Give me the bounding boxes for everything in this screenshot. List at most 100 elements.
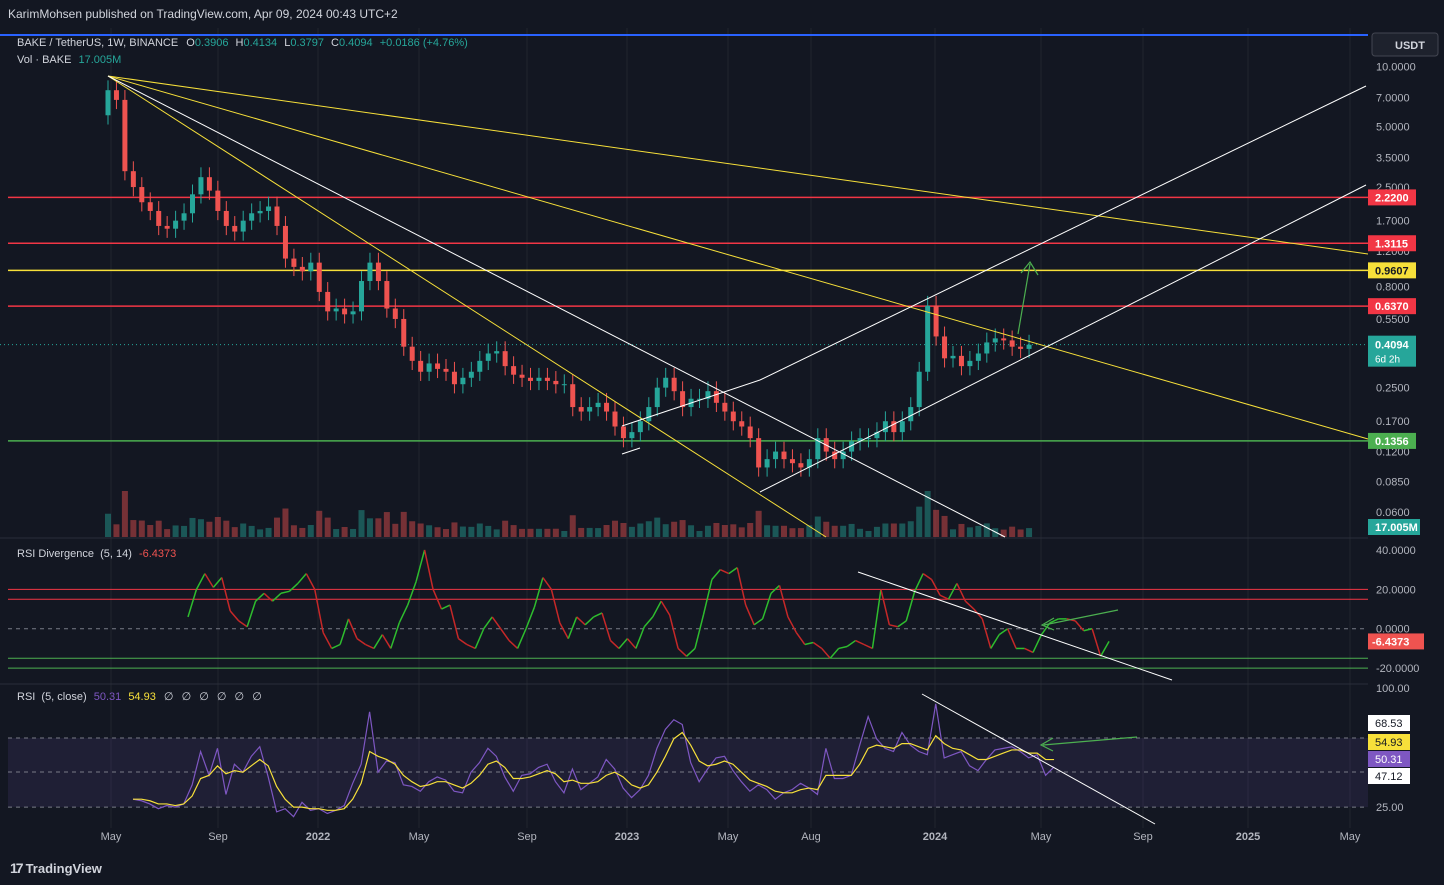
volume-bar <box>662 524 669 537</box>
volume-bar <box>366 518 373 537</box>
div-segment <box>288 582 299 592</box>
currency-button[interactable]: USDT <box>1371 32 1439 57</box>
volume-bar <box>781 525 787 537</box>
chart-canvas[interactable]: 10.00007.00005.00003.50002.50001.70001.2… <box>0 28 1444 855</box>
tradingview-brand: TradingView <box>25 860 102 876</box>
rsi-trendline[interactable] <box>921 693 1156 825</box>
candle-body <box>992 338 998 343</box>
rsi-title: RSI <box>17 691 35 703</box>
rsi-value: 50.31 <box>94 691 122 703</box>
div-segment <box>694 614 705 649</box>
time-axis[interactable]: May Sep 2022 May Sep 2023 May Aug 2024 May Sep 2025… <box>101 831 1361 843</box>
candle-body <box>291 258 297 267</box>
div-segment <box>347 618 358 639</box>
div-segment <box>365 643 375 650</box>
volume-bar <box>755 510 762 537</box>
candle-body <box>409 346 415 361</box>
candle-body <box>840 451 846 460</box>
div-segment <box>1049 618 1059 624</box>
volume-bar <box>882 523 889 537</box>
volume-bar <box>105 513 111 537</box>
candle-body <box>325 291 331 312</box>
price-tick: 0.1700 <box>1376 416 1410 428</box>
div-tick: 0.0000 <box>1376 624 1410 636</box>
div-segment <box>390 622 400 649</box>
candle-body <box>282 225 288 259</box>
white-channel-upper-1[interactable] <box>621 379 761 427</box>
time-tick: May <box>1031 831 1052 843</box>
white-channel-upper-2[interactable] <box>759 85 1367 381</box>
drawings[interactable] <box>107 75 1369 538</box>
open-value: 0.3906 <box>195 37 229 49</box>
volume-bar <box>459 526 466 537</box>
div-segment <box>922 572 933 581</box>
div-segment <box>339 618 350 645</box>
div-segment <box>331 643 341 650</box>
div-segment <box>702 579 713 616</box>
volume-bar <box>181 525 188 537</box>
price-axis[interactable] <box>1368 28 1444 828</box>
candle-body <box>1018 346 1024 349</box>
div-segment <box>804 641 814 646</box>
tradingview-logo[interactable]: 17 TradingView <box>10 860 102 876</box>
volume-bar <box>358 510 365 537</box>
div-trendline[interactable] <box>857 571 1173 681</box>
candle-body <box>519 374 525 378</box>
candle-body <box>299 266 305 272</box>
volume-bar <box>704 525 711 537</box>
rsi-green-arrow[interactable] <box>1042 736 1138 746</box>
time-tick: Aug <box>801 831 821 843</box>
volume-bar <box>806 525 813 537</box>
volume-bar <box>417 523 424 537</box>
candle-body <box>798 463 804 468</box>
candle-body <box>739 421 745 427</box>
volume-bar <box>206 521 213 537</box>
publish-header: KarimMohsen published on TradingView.com… <box>0 0 1444 28</box>
white-downtrend-line[interactable] <box>107 75 1006 538</box>
level-tag-label: 1.3115 <box>1375 238 1408 250</box>
white-channel-lower-3[interactable] <box>759 184 1367 493</box>
candle-body <box>570 384 576 408</box>
level-tag <box>1368 298 1416 315</box>
div-segment <box>550 589 561 624</box>
volume-bar <box>468 526 475 537</box>
volume-tag-label: 17.005M <box>1375 522 1418 534</box>
div-green-arrow[interactable] <box>1043 609 1119 626</box>
volume-bar <box>1017 529 1024 537</box>
yellow-fan-line-2[interactable] <box>107 75 1369 440</box>
yellow-fan-line-1[interactable] <box>107 75 1369 255</box>
volume-bar <box>214 516 221 537</box>
div-segment <box>516 628 527 649</box>
candle-body <box>849 441 855 452</box>
volume-bar <box>248 525 255 537</box>
div-segment <box>381 634 392 649</box>
candle-body <box>536 377 542 381</box>
white-channel-lower-2[interactable] <box>621 447 641 455</box>
candle-body <box>916 371 922 408</box>
candle-body <box>620 426 626 439</box>
div-segment <box>567 616 578 639</box>
div-segment <box>441 604 451 610</box>
candle-body <box>223 210 229 226</box>
div-segment <box>474 628 485 649</box>
volume-bar <box>823 521 830 537</box>
green-projection-arrow[interactable] <box>1017 263 1031 335</box>
level-tag <box>1368 189 1416 206</box>
volume-bar <box>544 528 551 537</box>
candle-body <box>781 451 787 460</box>
div-value-tag <box>1368 633 1424 650</box>
yellow-fan-line-3[interactable] <box>107 75 827 538</box>
volume-bar <box>814 516 821 537</box>
div-segment <box>770 584 781 594</box>
div-segment <box>601 612 612 641</box>
candle-body <box>249 213 255 221</box>
div-segment <box>863 643 873 650</box>
div-segment <box>643 616 654 628</box>
div-value: -6.4373 <box>139 548 176 560</box>
candle-body <box>468 371 474 378</box>
volume-bar <box>713 522 720 537</box>
div-segment <box>914 573 924 592</box>
level-tag <box>1368 235 1416 252</box>
volume-bar <box>485 525 492 537</box>
candle-body <box>925 305 931 372</box>
